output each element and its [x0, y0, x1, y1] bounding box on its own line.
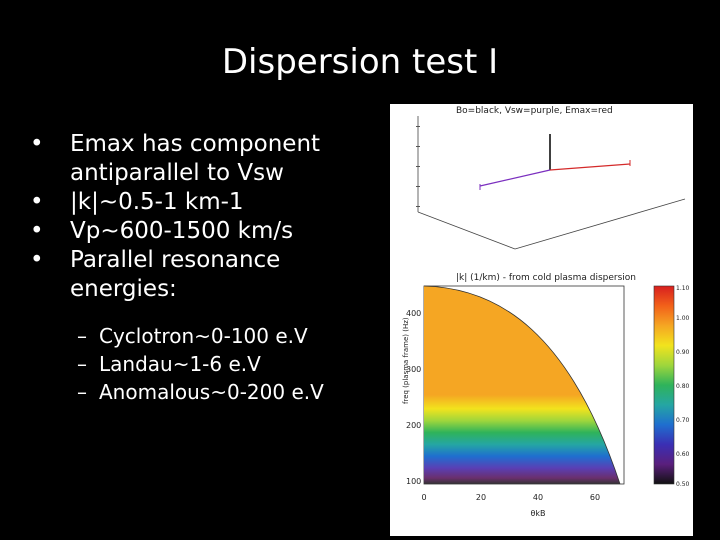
sub-bullet-item: – Cyclotron~0-100 e.V [77, 322, 380, 350]
heatmap-ylabel: freq (plasma frame) (Hz) [402, 317, 410, 404]
sub-bullet-text: Landau~1-6 e.V [99, 352, 261, 376]
heatmap-title: |k| (1/km) - from cold plasma dispersion [456, 273, 636, 283]
xtick-label: 20 [476, 493, 486, 502]
x-axis [417, 211, 516, 250]
tick [416, 206, 420, 207]
sub-bullet-item: – Anomalous~0-200 e.V [77, 378, 380, 406]
bullet-glyph: • [30, 218, 44, 244]
dash-glyph: – [77, 324, 87, 348]
ytick-label: 200 [406, 421, 421, 430]
vsw-vector [479, 169, 551, 187]
emax-vector [549, 163, 631, 171]
bullet-item: • Vp~600-1500 km/s [30, 217, 380, 246]
colorbar-tick-label: 1.00 [676, 315, 690, 322]
bullet-text: Vp~600-1500 km/s [70, 218, 294, 244]
spacer [30, 304, 380, 322]
sub-bullet-item: – Landau~1-6 e.V [77, 350, 380, 378]
figure-svg: Bo=black, Vsw=purple, Emax=red |k| (1/km… [402, 106, 690, 518]
xtick-label: 60 [590, 493, 600, 502]
tick [416, 166, 420, 167]
slide-title: Dispersion test I [221, 42, 499, 82]
bullet-glyph: • [30, 247, 44, 273]
sub-bullet-text: Anomalous~0-200 e.V [99, 380, 324, 404]
tick [416, 146, 420, 147]
figure-image: Bo=black, Vsw=purple, Emax=red |k| (1/km… [390, 104, 693, 536]
colorbar [653, 285, 675, 485]
top-plot-ticks [416, 126, 420, 207]
colorbar-tick-label: 0.70 [676, 417, 690, 424]
bullet-item: • Parallel resonance energies: [30, 246, 380, 304]
heatmap-boundary [423, 285, 621, 485]
ytick-label: 300 [406, 365, 421, 374]
bullet-list: • Emax has component antiparallel to Vsw… [30, 130, 380, 406]
dash-glyph: – [77, 380, 87, 404]
bullet-text: |k|~0.5-1 km-1 [70, 189, 244, 215]
bullet-glyph: • [30, 189, 44, 215]
ytick-label: 100 [406, 477, 421, 486]
bullet-item: • Emax has component antiparallel to Vsw [30, 130, 380, 188]
heatmap-xlabel: θkB [530, 509, 545, 518]
bullet-glyph: • [30, 131, 44, 157]
sub-bullet-text: Cyclotron~0-100 e.V [99, 324, 308, 348]
colorbar-tick-label: 0.90 [676, 349, 690, 356]
tick [416, 126, 420, 127]
ytick-label: 400 [406, 309, 421, 318]
top-plot-legend: Bo=black, Vsw=purple, Emax=red [456, 106, 613, 116]
y-axis [514, 198, 686, 250]
tick [416, 186, 420, 187]
bullet-item: • |k|~0.5-1 km-1 [30, 188, 380, 217]
colorbar-tick-label: 0.60 [676, 451, 690, 458]
dash-glyph: – [77, 352, 87, 376]
colorbar-tick-label: 1.10 [676, 285, 690, 292]
xtick-label: 40 [533, 493, 543, 502]
bullet-text: Parallel resonance energies: [70, 247, 281, 302]
xtick-label: 0 [421, 493, 426, 502]
colorbar-tick-label: 0.80 [676, 383, 690, 390]
colorbar-tick-label: 0.50 [676, 481, 690, 488]
bullet-text: Emax has component antiparallel to Vsw [70, 131, 321, 186]
